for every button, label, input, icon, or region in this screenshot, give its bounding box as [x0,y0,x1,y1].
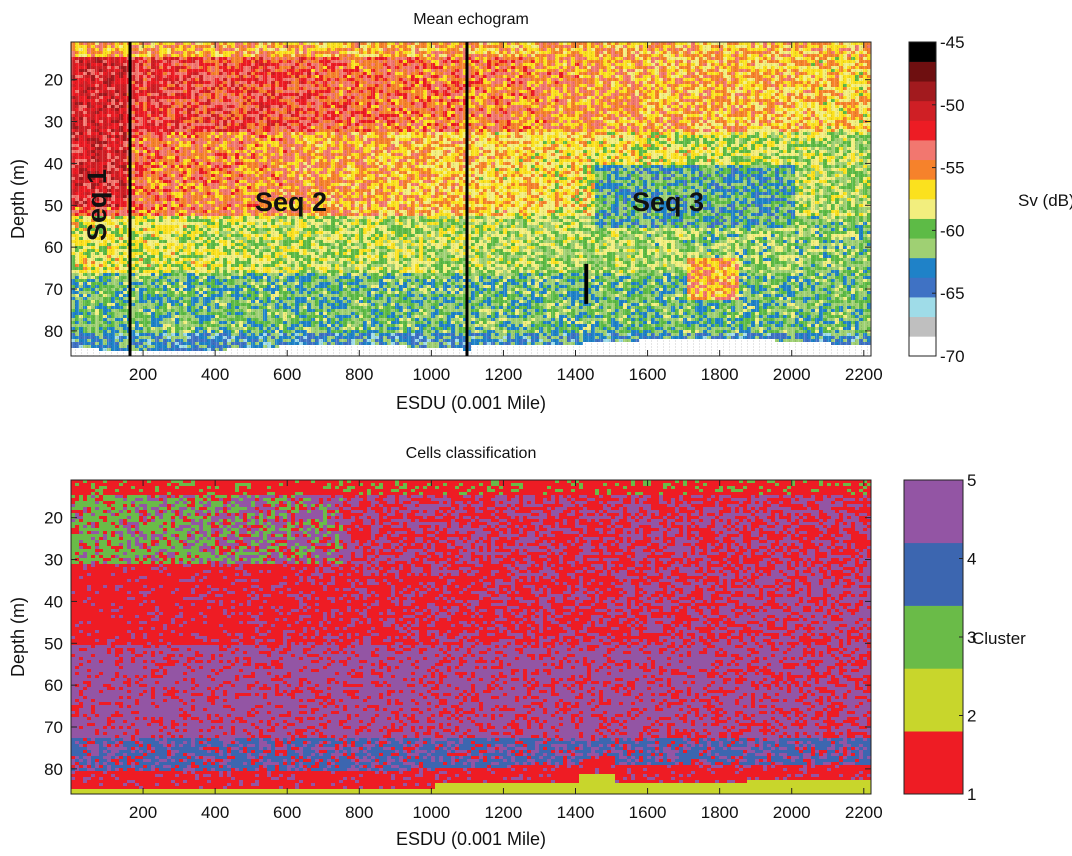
echogram-heatmap [71,42,871,356]
echogram-panel: Mean echogram 200 400 600 800 1000 1200 1400 16… [8,11,1072,413]
echogram-title: Mean echogram [413,11,529,28]
